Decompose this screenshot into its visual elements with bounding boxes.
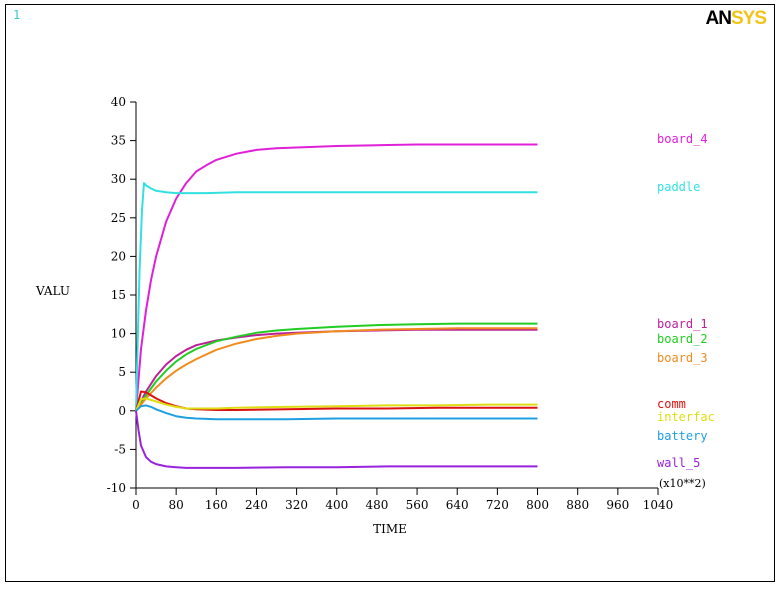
y-tick-label: 15 <box>111 288 126 302</box>
x-tick-label: 240 <box>245 498 268 512</box>
legend-entry-board-2: board_2 <box>657 332 708 346</box>
series-line-board-4 <box>135 143 538 411</box>
x-tick-label: 400 <box>325 498 348 512</box>
logo-part-sys: SYS <box>730 8 767 29</box>
x-tick-label: 720 <box>486 498 509 512</box>
x-tick-label: 800 <box>526 498 549 512</box>
legend-entry-paddle: paddle <box>657 180 700 194</box>
logo-part-an: AN <box>705 8 732 29</box>
y-tick-label: 5 <box>118 365 126 379</box>
series-line-paddle <box>135 182 538 411</box>
x-tick-label: 480 <box>365 498 388 512</box>
legend-entry-battery: battery <box>657 429 708 443</box>
y-tick-label: 0 <box>118 404 126 418</box>
legend-entry-board-4: board_4 <box>657 132 708 146</box>
y-tick-label: 35 <box>111 134 126 148</box>
series-line-interfac <box>135 397 538 412</box>
x-multiplier-label: (x10**2) <box>659 477 706 490</box>
x-tick-label: 960 <box>606 498 629 512</box>
legend-entry-board-3: board_3 <box>657 351 708 365</box>
window-number: 1 <box>13 8 21 22</box>
y-tick-label: -5 <box>114 442 126 456</box>
y-tick-label: 25 <box>111 211 126 225</box>
series-line-battery <box>135 404 538 421</box>
y-tick-label: 10 <box>111 327 126 341</box>
legend-entry-wall-5: wall_5 <box>657 456 700 470</box>
legend-entry-comm: comm <box>657 397 686 411</box>
legend-entry-board-1: board_1 <box>657 317 708 331</box>
series-line-board-3 <box>135 327 538 412</box>
x-tick-label: 640 <box>446 498 469 512</box>
x-tick-label: 320 <box>285 498 308 512</box>
y-tick-label: -10 <box>107 481 126 495</box>
x-tick-label: 880 <box>566 498 589 512</box>
x-axis-label: TIME <box>373 522 407 536</box>
plot-window: 1 ANSYS -10 -5 0 5 10 15 20 25 30 35 40 0 80 160 240 32… <box>5 4 775 582</box>
series-line-board-1 <box>135 328 538 412</box>
x-tick-label: 80 <box>169 498 184 512</box>
x-tick-label: 560 <box>406 498 429 512</box>
y-tick-label: 40 <box>111 95 126 109</box>
y-tick-label: 20 <box>111 249 126 263</box>
y-axis-label: VALU <box>35 284 70 298</box>
series-line-board-2 <box>135 322 538 412</box>
series-line-wall-5 <box>135 410 538 469</box>
x-tick-label: 1040 <box>643 498 674 512</box>
y-tick-label: 30 <box>111 172 126 186</box>
x-tick-label: 160 <box>205 498 228 512</box>
legend-entry-interfac: interfac <box>657 410 715 424</box>
x-tick-label: 0 <box>132 498 140 512</box>
ansys-logo: ANSYS <box>705 8 767 30</box>
